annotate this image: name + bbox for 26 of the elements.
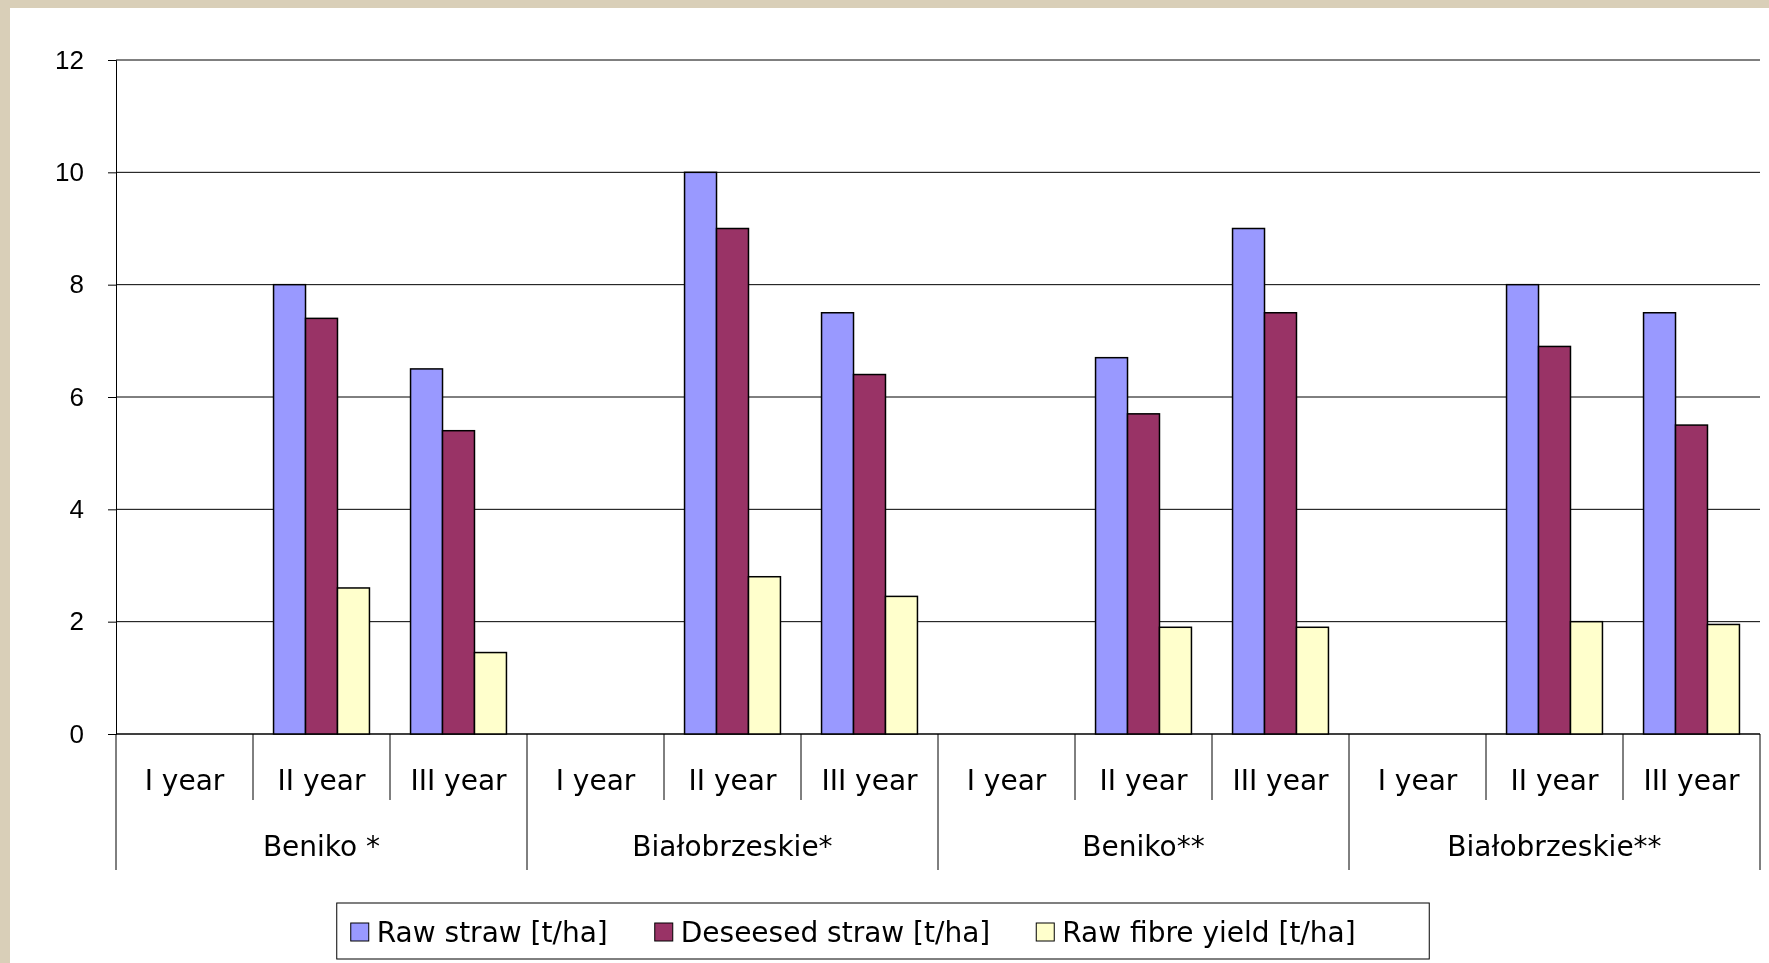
x-tick-label: I year (1377, 764, 1458, 797)
x-tick-label: I year (966, 764, 1047, 797)
legend-label: Deseesed straw [t/ha] (680, 916, 991, 949)
y-tick-label: 0 (69, 718, 84, 749)
x-tick-label: II year (1510, 764, 1599, 797)
text: Białobrzeskie* (632, 830, 833, 863)
y-tick-label: 12 (55, 44, 84, 75)
x-tick-label: II year (277, 764, 366, 797)
x-tick-label: III year (1643, 764, 1741, 797)
x-tick-label: III year (1232, 764, 1330, 797)
y-tick-label: 4 (69, 494, 84, 525)
y-tick-label: 10 (55, 157, 84, 188)
x-tick-label: I year (555, 764, 636, 797)
x-tick-label: III year (410, 764, 508, 797)
x-tick-label: III year (821, 764, 919, 797)
text: Beniko * (262, 830, 381, 863)
text: Beniko** (1082, 830, 1205, 863)
y-tick-label: 6 (69, 381, 84, 412)
y-tick-label: 8 (69, 269, 84, 300)
x-tick-label: I year (144, 764, 225, 797)
y-tick-label: 2 (69, 606, 84, 637)
x-tick-label: II year (688, 764, 777, 797)
legend-label: Raw fibre yield [t/ha] (1062, 916, 1356, 949)
legend-label: Raw straw [t/ha] (376, 916, 608, 949)
x-tick-label: II year (1099, 764, 1188, 797)
text: Białobrzeskie** (1447, 830, 1662, 863)
